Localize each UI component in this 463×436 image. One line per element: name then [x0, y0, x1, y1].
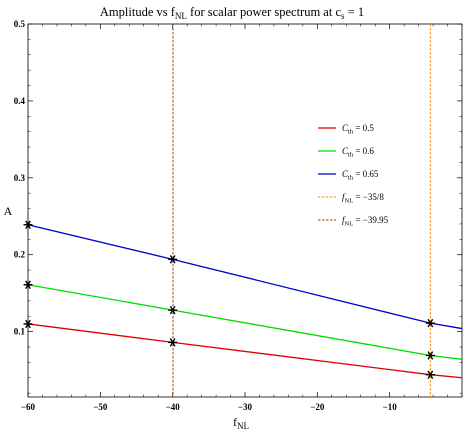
legend-entry-sub: th [348, 129, 354, 136]
data-marker [168, 305, 178, 315]
data-marker [168, 338, 178, 347]
legend-entry-value: = 0.6 [353, 146, 374, 156]
data-marker-stroke [427, 370, 434, 379]
legend-entry-main: f [342, 215, 346, 225]
data-marker [425, 370, 435, 379]
chart-title-rest-sub: s [341, 11, 345, 21]
data-marker [425, 351, 435, 360]
y-tick-label: 0.5 [14, 19, 26, 29]
legend-entry-value: = −39.95 [353, 215, 388, 225]
x-tick-label: −10 [383, 402, 398, 412]
legend-entry-value: = −35/8 [353, 192, 384, 202]
x-axis-label: fNL [233, 415, 249, 431]
legend-entry-sub: th [348, 175, 354, 182]
y-tick-label: 0.2 [14, 250, 26, 260]
y-axis-label: A [4, 204, 13, 218]
chart-title-tail: = 1 [345, 5, 365, 19]
data-marker [168, 255, 178, 264]
legend-entry-main: C [342, 169, 349, 179]
legend-entry-value: = 0.5 [353, 123, 374, 133]
legend-entry: Cth = 0.6 [342, 146, 374, 159]
data-marker [23, 319, 33, 329]
data-marker-stroke [427, 318, 434, 328]
x-axis-label-sub: NL [237, 421, 249, 431]
legend-entry-main: C [342, 146, 349, 156]
data-marker [23, 280, 33, 289]
chart-title-main: Amplitude vs f [100, 5, 176, 19]
y-tick-label: 0.4 [14, 96, 26, 106]
legend-entry: Cth = 0.5 [342, 123, 374, 136]
data-marker-stroke [25, 280, 31, 289]
data-marker-stroke [25, 220, 31, 229]
data-marker [425, 318, 435, 328]
data-marker-stroke [25, 319, 31, 329]
data-marker-stroke [169, 338, 176, 347]
x-tick-label: −50 [93, 402, 108, 412]
plot-area: −60 −50 −40 −30 −20 −10 0.1 0.2 0.3 0.4 0.5 [14, 19, 463, 412]
y-tick-label: 0.3 [14, 173, 26, 183]
legend-entry-sub: NL [345, 221, 354, 228]
x-tick-label: −20 [310, 402, 325, 412]
chart-title: Amplitude vs fNL for scalar power spectr… [100, 5, 364, 21]
series-line [27, 323, 463, 379]
x-tick-label: −30 [238, 402, 253, 412]
legend-entry: Cth = 0.65 [342, 169, 379, 182]
plot-frame [27, 23, 463, 398]
chart-title-rest: for scalar power spectrum at c [187, 5, 342, 19]
data-marker-stroke [427, 351, 434, 360]
series-line [27, 224, 463, 330]
x-tick-label: −40 [166, 402, 181, 412]
series-line [27, 284, 463, 360]
data-marker [23, 220, 33, 229]
legend-entry-main: C [342, 123, 349, 133]
legend-entry: fNL = −39.95 [342, 215, 389, 228]
legend-entry-value: = 0.65 [353, 169, 379, 179]
legend-entry-sub: th [348, 152, 354, 159]
legend-entry: fNL = −35/8 [342, 192, 384, 205]
chart-title-main-sub: NL [175, 11, 187, 21]
data-marker-stroke [169, 255, 176, 264]
data-marker-stroke [169, 305, 176, 315]
x-axis-label-main: f [233, 415, 237, 429]
legend-entry-main: f [342, 192, 346, 202]
y-tick-label: 0.1 [14, 327, 26, 337]
x-tick-label: −60 [21, 402, 36, 412]
legend-entry-sub: NL [345, 198, 354, 205]
